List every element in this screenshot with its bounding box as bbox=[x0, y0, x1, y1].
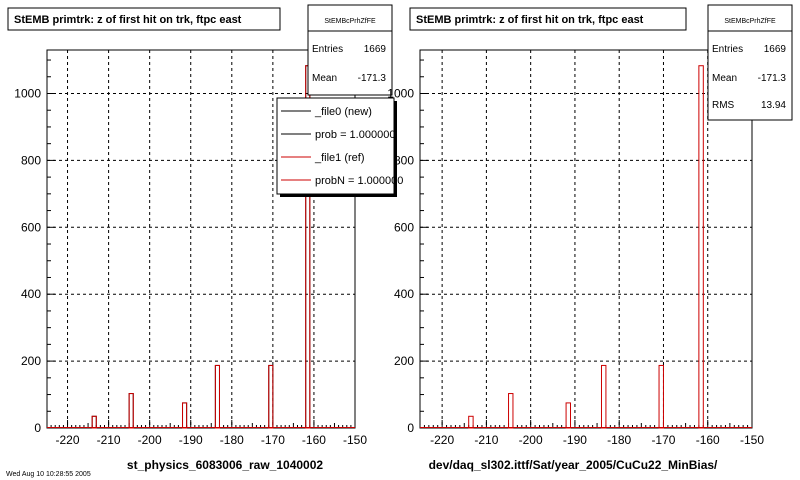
y-tick-label: 200 bbox=[394, 354, 414, 368]
chart-panel-1: -220 -210 -200 -190 -180 -170 -160 -150 0 200 400 6… bbox=[7, 4, 403, 472]
x-tick-label: -170 bbox=[651, 433, 675, 447]
legend-label: probN = 1.000000 bbox=[315, 175, 403, 187]
stats-mean-value: -171.3 bbox=[358, 73, 387, 84]
legend-box bbox=[276, 97, 395, 195]
x-tick-label: -180 bbox=[607, 433, 631, 447]
stats-name: StEMBcPrhZfFE bbox=[324, 18, 376, 25]
y-tick-label: 1000 bbox=[387, 86, 414, 100]
stats-box bbox=[707, 4, 793, 121]
x-tick-label: -220 bbox=[56, 433, 80, 447]
x-axis-title: st_physics_6083006_raw_1040002 bbox=[127, 458, 323, 472]
y-tick-label: 0 bbox=[407, 421, 414, 435]
x-tick-label: -160 bbox=[696, 433, 720, 447]
y-tick-label: 0 bbox=[34, 421, 41, 435]
stats-rms-label: RMS bbox=[712, 100, 735, 111]
footer-timestamp: Wed Aug 10 10:28:55 2005 bbox=[6, 471, 91, 478]
x-tick-label: -210 bbox=[97, 433, 121, 447]
stats-entries-label: Entries bbox=[712, 44, 743, 55]
chart-title: StEMB primtrk: z of first hit on trk, ft… bbox=[14, 14, 242, 26]
plot-frame bbox=[419, 49, 753, 429]
chart-title: StEMB primtrk: z of first hit on trk, ft… bbox=[416, 14, 644, 26]
x-tick-label: -180 bbox=[220, 433, 244, 447]
y-tick-label: 800 bbox=[21, 153, 41, 167]
stats-mean-label: Mean bbox=[712, 73, 737, 84]
y-tick-label: 400 bbox=[394, 287, 414, 301]
y-tick-label: 600 bbox=[21, 220, 41, 234]
legend-label: _file0 (new) bbox=[314, 106, 372, 118]
x-tick-label: -190 bbox=[563, 433, 587, 447]
stats-mean-label: Mean bbox=[312, 73, 337, 84]
x-tick-label: -150 bbox=[740, 433, 764, 447]
x-tick-label: -150 bbox=[343, 433, 367, 447]
y-tick-label: 400 bbox=[21, 287, 41, 301]
legend-label: _file1 (ref) bbox=[314, 152, 365, 164]
x-tick-label: -210 bbox=[474, 433, 498, 447]
stats-box bbox=[307, 4, 393, 96]
stats-entries-value: 1669 bbox=[364, 44, 387, 55]
x-tick-label: -190 bbox=[179, 433, 203, 447]
stats-rms-value: 13.94 bbox=[761, 100, 786, 111]
y-tick-label: 600 bbox=[394, 220, 414, 234]
legend-label: prob = 1.000000 bbox=[315, 129, 395, 141]
y-tick-label: 800 bbox=[394, 153, 414, 167]
stats-entries-value: 1669 bbox=[764, 44, 787, 55]
title-box bbox=[409, 7, 687, 31]
title-box bbox=[7, 7, 281, 31]
y-tick-label: 200 bbox=[21, 354, 41, 368]
stats-mean-value: -171.3 bbox=[758, 73, 787, 84]
chart-panel-2: -220 -210 -200 -190 -180 -170 -160 -150 0 200 400 6… bbox=[387, 4, 793, 472]
stats-name: StEMBcPrhZfFE bbox=[724, 18, 776, 25]
x-tick-label: -220 bbox=[430, 433, 454, 447]
x-tick-label: -200 bbox=[138, 433, 162, 447]
x-axis-title: dev/daq_sl302.ittf/Sat/year_2005/CuCu22_… bbox=[429, 458, 718, 472]
x-tick-label: -170 bbox=[261, 433, 285, 447]
x-tick-label: -160 bbox=[302, 433, 326, 447]
y-tick-label: 1000 bbox=[14, 86, 41, 100]
stats-entries-label: Entries bbox=[312, 44, 343, 55]
x-tick-label: -200 bbox=[519, 433, 543, 447]
